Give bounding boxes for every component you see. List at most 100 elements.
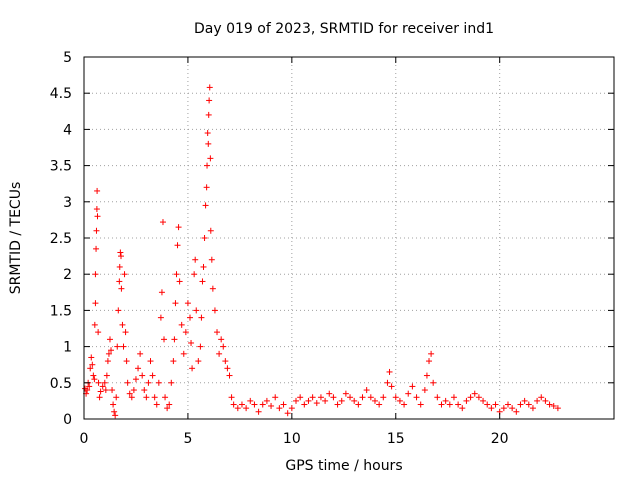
data-point (141, 387, 148, 394)
y-axis-title: SRMTID / TECUs (8, 182, 24, 295)
y-tick-label: 1 (63, 340, 72, 356)
data-point (158, 289, 165, 296)
data-point (405, 390, 412, 397)
data-point (371, 397, 378, 404)
data-point (92, 271, 99, 278)
data-point (120, 343, 127, 350)
data-point (224, 365, 231, 372)
data-point (546, 401, 553, 408)
data-point (115, 307, 122, 314)
data-point (184, 300, 191, 307)
data-points (82, 84, 561, 419)
data-point (116, 263, 123, 270)
data-point (89, 361, 96, 368)
data-point (259, 401, 266, 408)
data-point (95, 329, 102, 336)
data-point (513, 408, 520, 415)
data-point (471, 390, 478, 397)
data-point (459, 405, 466, 412)
data-point (93, 245, 100, 252)
data-point (101, 379, 108, 386)
data-point (94, 213, 101, 220)
data-point (197, 343, 204, 350)
data-point (426, 358, 433, 365)
x-tick-labels: 0 5 10 15 20 (80, 431, 509, 447)
data-point (272, 394, 279, 401)
data-point (446, 401, 453, 408)
data-point (104, 358, 111, 365)
data-point (151, 394, 158, 401)
y-tick-label: 2 (63, 267, 72, 283)
data-point (145, 379, 152, 386)
data-point (88, 354, 95, 361)
y-tick-label: 0 (63, 412, 72, 428)
data-point (401, 401, 408, 408)
data-point (139, 372, 146, 379)
data-point (175, 224, 182, 231)
data-point (351, 397, 358, 404)
data-point (172, 300, 179, 307)
data-point (421, 387, 428, 394)
data-point (182, 329, 189, 336)
data-point (93, 227, 100, 234)
data-point (200, 263, 207, 270)
data-point (195, 358, 202, 365)
data-point (155, 379, 162, 386)
data-point (280, 401, 287, 408)
data-point (192, 256, 199, 263)
data-point (505, 401, 511, 408)
data-point (268, 402, 275, 409)
data-point (174, 242, 181, 249)
data-point (117, 249, 124, 256)
data-point (442, 397, 449, 404)
data-point (380, 394, 387, 401)
data-point (211, 307, 218, 314)
data-point (99, 383, 106, 390)
data-point (500, 405, 507, 412)
data-point (376, 401, 383, 408)
data-point (317, 394, 324, 401)
data-point (111, 408, 118, 415)
data-point (178, 321, 185, 328)
data-point (122, 329, 129, 336)
data-point (463, 397, 470, 404)
data-point (95, 379, 102, 386)
data-point (118, 285, 125, 292)
data-point (209, 285, 216, 292)
data-point (297, 394, 304, 401)
data-point (305, 397, 312, 404)
data-point (230, 401, 237, 408)
data-point (207, 155, 214, 162)
data-point (106, 336, 113, 343)
data-point (243, 405, 250, 412)
data-point (132, 376, 139, 383)
data-point (97, 388, 104, 395)
data-point (322, 397, 329, 404)
y-tick-label: 2.5 (50, 231, 72, 247)
y-tick-label: 1.5 (50, 303, 72, 319)
data-point (128, 394, 135, 401)
x-tick-label: 20 (491, 431, 509, 447)
data-point (170, 358, 177, 365)
data-point (550, 402, 557, 409)
data-point (392, 394, 399, 401)
data-point (313, 400, 320, 407)
data-point (102, 387, 109, 394)
data-point (180, 350, 187, 357)
data-point (93, 206, 100, 213)
data-point (386, 368, 393, 375)
data-point (187, 314, 193, 321)
data-point (121, 271, 128, 278)
data-point (234, 405, 241, 412)
data-point (521, 397, 528, 404)
data-point (542, 397, 549, 404)
data-point (480, 397, 487, 404)
data-point (176, 278, 183, 285)
data-point (108, 347, 115, 354)
data-point (554, 405, 561, 412)
data-point (247, 397, 254, 404)
data-point (204, 162, 211, 169)
data-point (538, 394, 545, 401)
data-point (525, 401, 532, 408)
